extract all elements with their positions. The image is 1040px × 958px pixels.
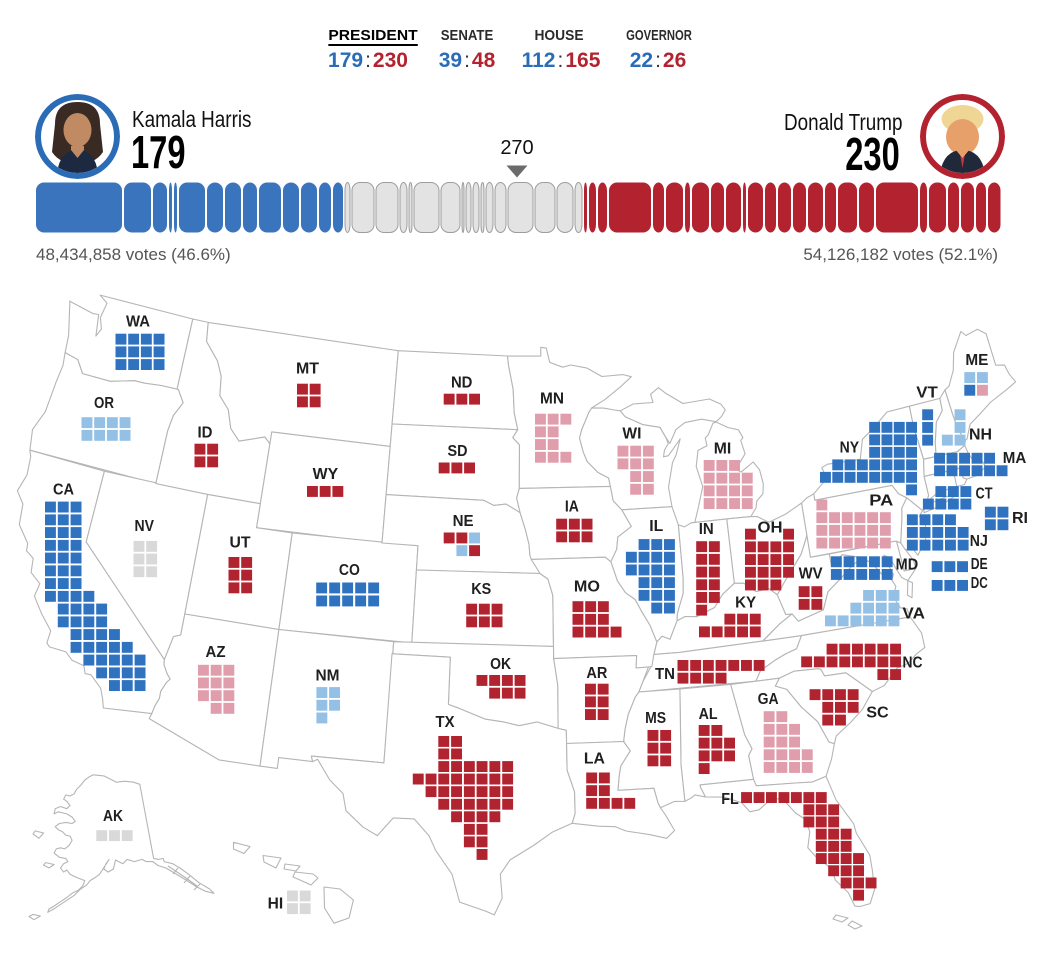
svg-text:FL: FL (721, 791, 739, 808)
svg-text:KS: KS (471, 581, 491, 598)
svg-text:IA: IA (565, 499, 579, 516)
svg-text:NM: NM (316, 668, 340, 685)
svg-text:OH: OH (758, 519, 783, 536)
svg-text:NJ: NJ (970, 533, 988, 550)
svg-text:SD: SD (448, 443, 468, 460)
svg-text:VT: VT (916, 384, 938, 401)
svg-text:MT: MT (296, 361, 320, 378)
svg-text:OR: OR (94, 395, 114, 412)
svg-text:TX: TX (436, 714, 456, 731)
svg-text:MN: MN (540, 391, 564, 408)
svg-text:AL: AL (699, 706, 718, 723)
svg-text:ME: ME (965, 352, 988, 369)
svg-text:TN: TN (655, 666, 675, 683)
svg-text:WA: WA (126, 314, 150, 331)
svg-text:GA: GA (758, 691, 779, 708)
svg-text:MA: MA (1003, 450, 1027, 467)
svg-text:HI: HI (268, 896, 284, 913)
svg-text:MI: MI (714, 441, 732, 458)
svg-text:CO: CO (339, 562, 360, 579)
svg-text:LA: LA (584, 751, 605, 768)
svg-text:AR: AR (586, 665, 607, 682)
svg-text:MD: MD (896, 557, 919, 574)
svg-text:DC: DC (971, 575, 988, 592)
svg-text:CA: CA (53, 482, 74, 499)
svg-text:WY: WY (313, 466, 339, 483)
svg-text:MS: MS (645, 710, 666, 727)
svg-text:NV: NV (135, 518, 155, 535)
svg-text:WV: WV (799, 566, 824, 583)
svg-text:CT: CT (976, 486, 993, 503)
svg-text:NE: NE (453, 513, 474, 530)
svg-text:ID: ID (198, 424, 213, 441)
svg-text:RI: RI (1012, 510, 1028, 527)
svg-text:NH: NH (969, 427, 992, 444)
svg-text:DE: DE (971, 556, 988, 573)
svg-text:NC: NC (903, 654, 923, 671)
svg-text:UT: UT (230, 535, 252, 552)
svg-text:KY: KY (735, 594, 757, 611)
svg-text:WI: WI (622, 426, 641, 443)
svg-text:ND: ND (451, 374, 473, 391)
svg-text:SC: SC (866, 704, 889, 721)
svg-text:NY: NY (840, 440, 860, 457)
svg-text:PA: PA (869, 493, 893, 510)
svg-text:OK: OK (490, 656, 512, 673)
svg-text:MO: MO (574, 579, 600, 596)
svg-text:AK: AK (103, 808, 124, 825)
svg-text:IN: IN (699, 521, 714, 538)
svg-text:AZ: AZ (206, 644, 227, 661)
svg-text:VA: VA (902, 606, 925, 623)
svg-text:IL: IL (649, 518, 663, 535)
